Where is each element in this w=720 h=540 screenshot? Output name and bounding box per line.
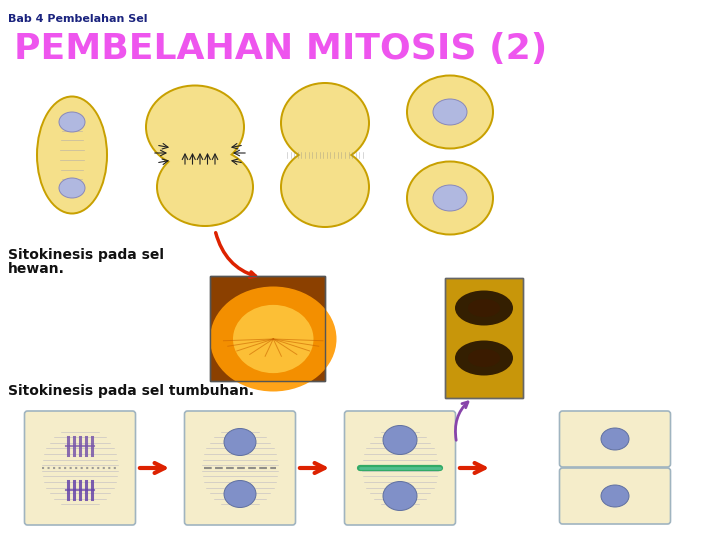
FancyBboxPatch shape xyxy=(24,411,135,525)
Bar xyxy=(210,276,325,381)
Ellipse shape xyxy=(282,84,368,162)
Ellipse shape xyxy=(433,99,467,125)
Ellipse shape xyxy=(145,84,245,170)
Ellipse shape xyxy=(280,146,370,228)
Ellipse shape xyxy=(433,185,467,211)
Ellipse shape xyxy=(406,160,494,235)
Ellipse shape xyxy=(59,112,85,132)
Text: Sitokinesis pada sel: Sitokinesis pada sel xyxy=(8,248,164,262)
Bar xyxy=(445,278,523,398)
Bar xyxy=(210,276,325,381)
Ellipse shape xyxy=(156,147,254,227)
Ellipse shape xyxy=(601,485,629,507)
Ellipse shape xyxy=(408,77,492,147)
Text: PEMBELAHAN MITOSIS (2): PEMBELAHAN MITOSIS (2) xyxy=(14,32,547,66)
Ellipse shape xyxy=(233,305,313,373)
FancyBboxPatch shape xyxy=(184,411,295,525)
Ellipse shape xyxy=(224,481,256,508)
Text: hewan.: hewan. xyxy=(8,262,65,276)
FancyBboxPatch shape xyxy=(344,411,456,525)
Ellipse shape xyxy=(36,96,108,214)
Ellipse shape xyxy=(601,428,629,450)
FancyBboxPatch shape xyxy=(559,411,670,467)
Ellipse shape xyxy=(383,482,417,510)
Ellipse shape xyxy=(455,291,513,326)
Ellipse shape xyxy=(59,178,85,198)
Ellipse shape xyxy=(282,148,368,226)
Text: Sitokinesis pada sel tumbuhan.: Sitokinesis pada sel tumbuhan. xyxy=(8,384,254,398)
FancyBboxPatch shape xyxy=(559,468,670,524)
Bar xyxy=(445,278,523,398)
Ellipse shape xyxy=(158,149,252,225)
Ellipse shape xyxy=(280,82,370,164)
Ellipse shape xyxy=(38,98,106,213)
Ellipse shape xyxy=(408,163,492,233)
Ellipse shape xyxy=(468,349,500,367)
Ellipse shape xyxy=(224,429,256,456)
Ellipse shape xyxy=(383,426,417,455)
Ellipse shape xyxy=(406,75,494,150)
Text: Bab 4 Pembelahan Sel: Bab 4 Pembelahan Sel xyxy=(8,14,148,24)
Ellipse shape xyxy=(147,86,243,167)
Ellipse shape xyxy=(468,299,500,317)
Ellipse shape xyxy=(455,341,513,375)
Ellipse shape xyxy=(210,287,336,392)
